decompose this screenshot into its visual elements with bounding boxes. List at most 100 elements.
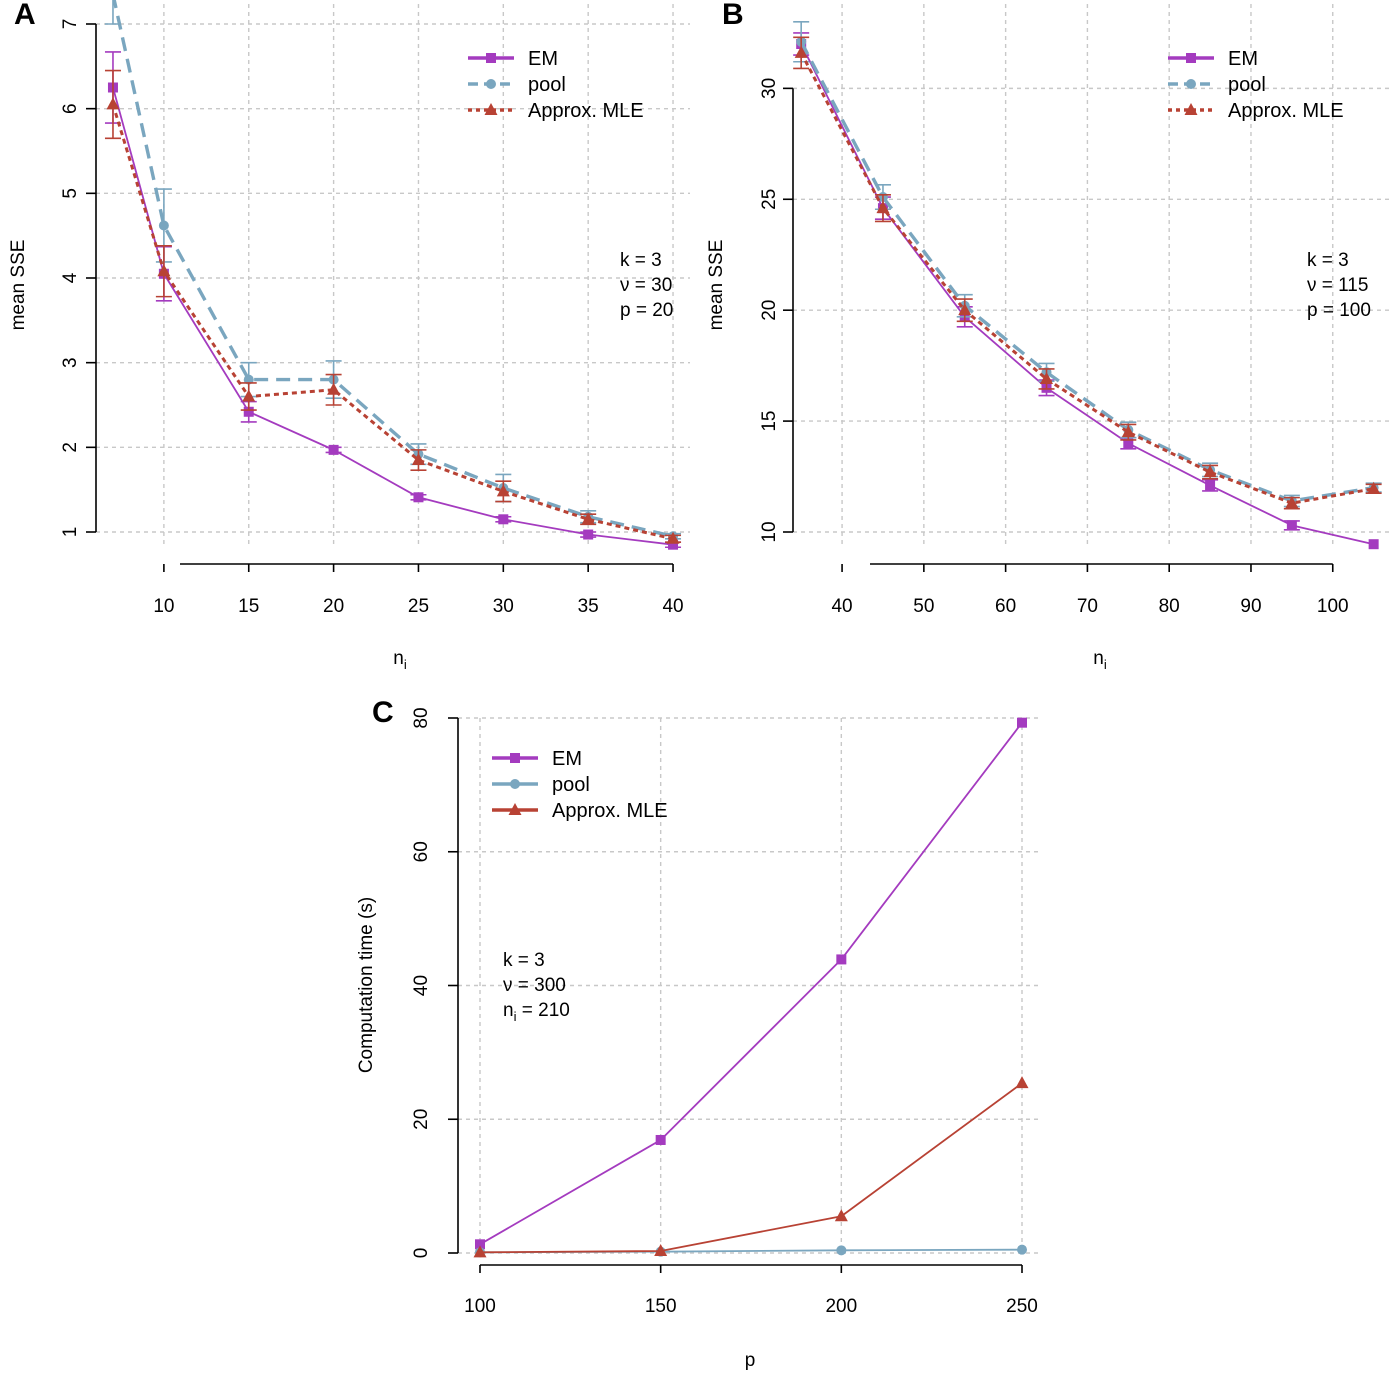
x-tick-label: 250 [1006, 1296, 1038, 1317]
y-tick-label: 15 [759, 411, 780, 432]
chart-panel-a: A 10 15 20 25 30 35 40 1 2 3 4 5 6 7 ni mean SSE EM pool Ap… [8, 0, 690, 672]
annotation-line: ν = 300 [503, 975, 566, 996]
legend-label: Approx. MLE [528, 100, 644, 122]
data-point-triangle [834, 1209, 848, 1222]
annotation-line: ν = 115 [1307, 275, 1368, 296]
annotation: k = 3 ν = 30 p = 20 [620, 250, 673, 321]
legend-label: EM [1228, 48, 1258, 70]
series-line-0 [112, 87, 674, 546]
data-point-triangle [1121, 425, 1135, 438]
data-point-triangle [1203, 465, 1217, 478]
x-tick-label: 40 [831, 596, 852, 617]
y-tick-label: 1 [60, 527, 81, 538]
data-point-square [328, 444, 339, 455]
legend-label: pool [528, 74, 566, 96]
data-point-circle [1017, 1244, 1027, 1255]
annotation-line: k = 3 [503, 950, 545, 971]
data-point-triangle [473, 1245, 487, 1258]
y-tick-label: 80 [411, 707, 432, 728]
legend-marker [1184, 103, 1198, 115]
series-line-0 [479, 722, 1023, 1246]
legend-label: pool [552, 774, 590, 796]
data-point-square [1286, 520, 1297, 531]
y-tick-label: 30 [759, 78, 780, 99]
x-tick-label: 100 [464, 1296, 496, 1317]
series-line-1 [112, 0, 674, 538]
data-point-square [836, 954, 847, 965]
data-point-square [1123, 438, 1134, 449]
series-line-2 [799, 52, 1374, 505]
x-tick-label: 60 [995, 596, 1016, 617]
x-tick-label: 90 [1240, 596, 1261, 617]
y-tick-label: 6 [60, 103, 81, 114]
legend: EM pool Approx. MLE [492, 748, 668, 822]
x-tick-label: 70 [1077, 596, 1098, 617]
x-tick-label: 30 [493, 596, 514, 617]
annotation: k = 3 ν = 115 p = 100 [1307, 250, 1371, 321]
chart-panel-c: C 100 150 200 250 0 20 40 60 80 p Computation time … [356, 696, 1040, 1371]
annotation-line: ni = 210 [503, 1000, 570, 1024]
data-point-triangle [496, 484, 510, 497]
y-tick-label: 2 [60, 442, 81, 453]
y-axis-label: Computation time (s) [356, 897, 377, 1073]
data-point-triangle [666, 531, 680, 544]
data-point-triangle [958, 303, 972, 316]
data-point-triangle [242, 389, 256, 402]
data-point-triangle [1367, 481, 1381, 494]
series-line-2 [479, 1082, 1023, 1254]
legend: EM pool Approx. MLE [468, 48, 644, 122]
x-tick-label: 50 [913, 596, 934, 617]
legend-marker [486, 53, 496, 63]
y-tick-label: 0 [411, 1248, 432, 1259]
legend: EM pool Approx. MLE [1168, 48, 1344, 122]
y-tick-label: 60 [411, 841, 432, 862]
data-point-triangle [1285, 496, 1299, 509]
legend-marker [510, 779, 520, 789]
legend-marker [510, 753, 520, 763]
data-point-triangle [106, 97, 120, 110]
data-point-circle [836, 1245, 847, 1256]
y-axis-label: mean SSE [8, 240, 29, 331]
y-tick-label: 5 [60, 188, 81, 199]
legend-label: EM [528, 48, 558, 70]
legend-marker [486, 79, 496, 89]
data-point-square [583, 529, 594, 540]
data-point-square [1368, 539, 1379, 550]
data-point-square [498, 514, 509, 525]
x-tick-label: 80 [1159, 596, 1180, 617]
y-axis-label: mean SSE [706, 240, 727, 331]
y-tick-label: 20 [759, 300, 780, 321]
data-point-triangle [1015, 1076, 1029, 1089]
x-tick-label: 25 [408, 596, 429, 617]
legend-marker [508, 803, 522, 815]
y-tick-label: 4 [60, 272, 81, 283]
y-tick-label: 40 [411, 975, 432, 996]
data-point-triangle [327, 382, 341, 395]
data-point-square [1205, 480, 1216, 491]
legend-label: pool [1228, 74, 1266, 96]
series-line-1 [799, 40, 1374, 503]
x-axis-label: p [745, 1350, 756, 1371]
data-point-square [1017, 717, 1027, 728]
x-tick-label: 150 [645, 1296, 677, 1317]
y-tick-label: 10 [759, 521, 780, 542]
data-point-triangle [411, 453, 425, 466]
panel-letter: A [14, 0, 36, 31]
data-point-square [668, 539, 679, 550]
x-tick-label: 200 [825, 1296, 857, 1317]
legend-marker [484, 103, 498, 115]
data-point-square [475, 1239, 485, 1250]
x-tick-label: 40 [662, 596, 683, 617]
x-tick-label: 20 [323, 596, 344, 617]
legend-marker [1186, 53, 1196, 63]
x-axis-label: ni [1093, 648, 1107, 672]
annotation-line: k = 3 [620, 250, 662, 271]
panel-letter: B [722, 0, 744, 31]
legend-label: EM [552, 748, 582, 770]
x-axis-label: ni [393, 648, 407, 672]
x-tick-label: 15 [238, 596, 259, 617]
series-line-2 [111, 103, 674, 541]
data-point-square [243, 406, 254, 417]
annotation: k = 3 ν = 300 ni = 210 [503, 950, 570, 1024]
